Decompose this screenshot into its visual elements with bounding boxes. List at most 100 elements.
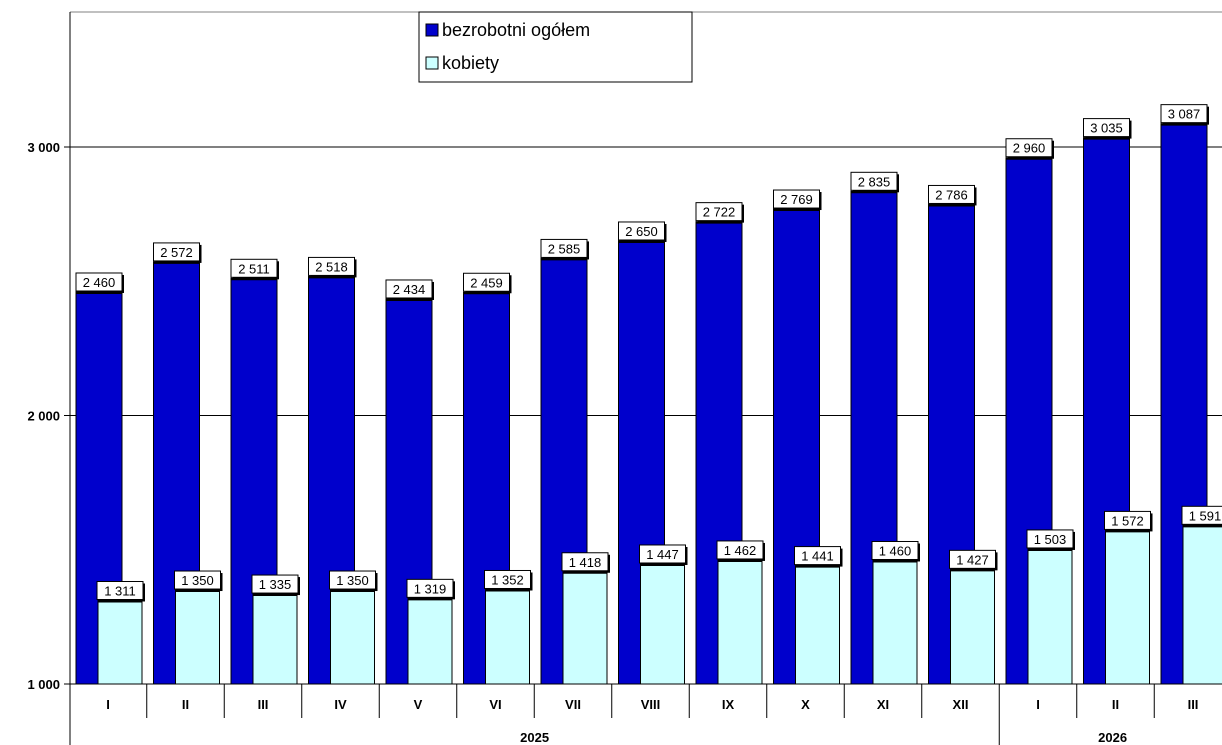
data-label-box [1083,118,1130,138]
data-label-bezrobotni-ogolem: 2 572 [153,242,202,263]
category-label: I [1036,697,1040,712]
data-label-box [484,569,531,589]
data-label-box [540,238,588,258]
bar-kobiety [1182,524,1222,685]
bar-kobiety [175,589,220,685]
bar-kobiety [795,565,840,685]
data-label-box [716,540,764,560]
data-label-text: 1 335 [259,577,292,592]
data-label-text: 3 087 [1168,107,1201,122]
legend-swatch [425,56,439,70]
category-label: VII [565,697,581,712]
data-label-box [1181,505,1222,525]
bar-kobiety [485,588,530,685]
data-label-box [329,570,376,590]
data-label-text: 1 319 [414,581,447,596]
data-label-box [1104,510,1151,530]
bar-kobiety [97,599,143,685]
bar-kobiety [717,559,763,685]
category-label: II [182,697,189,712]
data-label-text: 2 786 [935,187,968,202]
data-label-kobiety: 1 441 [794,546,843,567]
data-label-box [618,221,665,241]
category-label: III [258,697,269,712]
legend-swatch [425,23,439,37]
data-label-text: 2 572 [160,245,193,260]
data-label-text: 1 352 [491,572,524,587]
data-label-text: 1 311 [104,583,136,598]
data-label-text: 1 350 [336,573,369,588]
data-label-box [463,272,510,292]
legend: bezrobotni ogółem kobiety [418,11,693,83]
data-label-box [96,580,144,600]
data-label-text: 1 462 [724,543,757,558]
data-label-text: 2 518 [315,259,348,274]
data-label-kobiety: 1 350 [174,570,223,592]
data-label-text: 1 441 [801,549,834,564]
data-label-bezrobotni-ogolem: 2 650 [618,221,667,242]
bar-kobiety [407,597,453,685]
category-label: VIII [641,697,661,712]
data-label-text: 2 769 [780,192,813,207]
data-label-kobiety: 1 591 [1181,505,1222,527]
y-tick-label: 1 000 [27,677,60,692]
data-label-text: 1 418 [569,555,602,570]
category-label: II [1112,697,1119,712]
data-label-text: 3 035 [1090,121,1123,136]
data-label-kobiety: 1 352 [484,569,533,591]
data-label-box [75,272,123,292]
group-label: 2026 [1098,730,1127,745]
category-label: V [414,697,423,712]
data-label-kobiety: 1 503 [1026,529,1075,550]
data-label-text: 2 585 [548,241,581,256]
bar-kobiety [562,571,608,685]
data-label-text: 2 460 [83,275,116,290]
y-tick-label: 3 000 [27,140,60,155]
data-label-kobiety: 1 350 [329,570,378,592]
data-label-bezrobotni-ogolem: 2 511 [230,258,279,280]
data-label-text: 1 447 [646,547,679,562]
data-label-kobiety: 1 311 [96,580,145,602]
data-label-bezrobotni-ogolem: 2 835 [850,171,899,193]
data-label-box [1160,104,1208,124]
data-label-text: 2 511 [238,261,270,276]
data-label-box [871,540,919,560]
data-label-text: 2 960 [1013,141,1046,156]
y-axis: 1 000 2 000 3 000 [27,12,71,745]
data-labels: 2 460 1 311 2 572 1 350 2 511 1 335 2 518 1 350… [75,104,1222,602]
data-label-kobiety: 1 427 [949,549,998,571]
data-label-bezrobotni-ogolem: 2 769 [773,189,822,211]
data-label-box [251,574,299,594]
data-label-bezrobotni-ogolem: 3 035 [1083,118,1132,139]
data-label-box [308,256,355,276]
data-label-box [153,242,200,262]
data-label-bezrobotni-ogolem: 2 722 [695,202,744,223]
category-label: IV [334,697,347,712]
data-label-box [561,552,609,572]
data-label-kobiety: 1 572 [1104,510,1153,532]
category-label: XI [877,697,889,712]
data-label-text: 2 459 [470,275,503,290]
data-label-box [949,549,996,569]
data-label-box [928,184,975,204]
data-label-text: 2 722 [703,205,736,220]
bar-kobiety [252,593,298,685]
data-label-text: 2 650 [625,224,658,239]
data-label-text: 2 835 [858,174,891,189]
category-label: XII [953,697,969,712]
data-label-box [1026,529,1074,549]
legend-box [418,11,693,83]
data-label-kobiety: 1 335 [251,574,300,596]
bar-kobiety [1105,529,1150,685]
data-label-box [773,189,820,209]
data-label-kobiety: 1 418 [561,552,610,573]
data-label-box [174,570,221,590]
bar-kobiety [950,568,995,685]
group-label: 2025 [520,730,549,745]
data-label-bezrobotni-ogolem: 2 786 [928,184,977,206]
data-label-box [794,546,841,566]
data-label-text: 2 434 [393,282,426,297]
data-label-box [1005,138,1053,158]
bar-kobiety [330,589,375,685]
